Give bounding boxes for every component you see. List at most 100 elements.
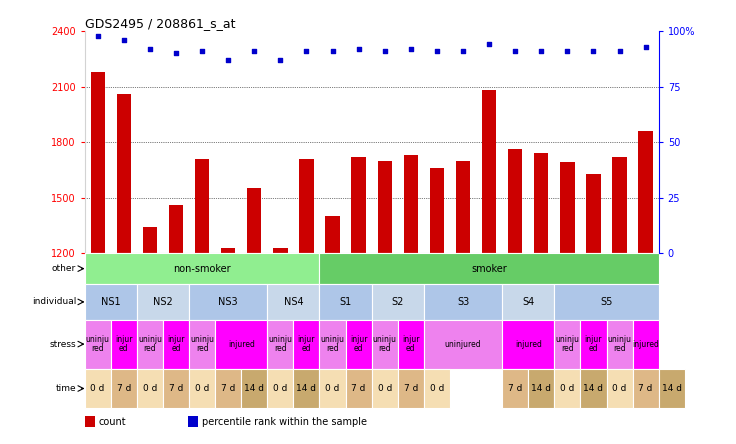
Bar (110, 369, 137, 408)
Bar (502, 284, 554, 320)
Point (484, 41, 495, 48)
Bar (91, 72, 105, 444)
Text: uninju
red: uninju red (190, 335, 214, 353)
Text: 0 d: 0 d (91, 384, 105, 393)
Text: stress: stress (49, 340, 76, 349)
Point (379, 48, 391, 55)
Text: other: other (52, 264, 76, 273)
Point (587, 48, 599, 55)
Bar (137, 369, 163, 408)
Bar (85, 369, 110, 408)
Bar (587, 174, 601, 444)
Text: 7 d: 7 d (352, 384, 366, 393)
Bar (189, 284, 267, 320)
Point (457, 48, 469, 55)
Bar (319, 369, 346, 408)
Point (248, 48, 260, 55)
Text: injur
ed: injur ed (167, 335, 185, 353)
Text: injur
ed: injur ed (350, 335, 367, 353)
Point (535, 48, 547, 55)
Text: 14 d: 14 d (662, 384, 682, 393)
Text: injur
ed: injur ed (402, 335, 420, 353)
Text: 7 d: 7 d (169, 384, 183, 393)
Text: count: count (99, 416, 127, 427)
Point (405, 45, 417, 52)
Bar (612, 157, 627, 444)
Text: uninju
red: uninju red (85, 335, 110, 353)
Text: uninju
red: uninju red (138, 335, 162, 353)
Bar (528, 369, 554, 408)
Text: smoker: smoker (471, 264, 507, 274)
Bar (189, 320, 215, 369)
Text: uninju
red: uninju red (321, 335, 344, 353)
Bar (372, 284, 424, 320)
Bar (581, 369, 606, 408)
Text: time: time (55, 384, 76, 393)
Bar (554, 320, 581, 369)
Text: uninju
red: uninju red (608, 335, 631, 353)
Text: S3: S3 (457, 297, 469, 307)
Bar (169, 205, 183, 444)
Text: 14 d: 14 d (584, 384, 604, 393)
Bar (659, 369, 684, 408)
Text: 7 d: 7 d (639, 384, 653, 393)
Bar (502, 369, 528, 408)
Text: 7 d: 7 d (508, 384, 523, 393)
Bar (633, 369, 659, 408)
Text: NS3: NS3 (219, 297, 238, 307)
Text: injured: injured (514, 340, 542, 349)
Bar (85, 416, 95, 427)
Bar (372, 369, 397, 408)
Text: S2: S2 (392, 297, 404, 307)
Text: injured: injured (227, 340, 255, 349)
Point (327, 48, 339, 55)
Bar (606, 320, 633, 369)
Bar (508, 150, 523, 444)
Text: uninju
red: uninju red (269, 335, 292, 353)
Text: S4: S4 (522, 297, 534, 307)
Bar (116, 94, 131, 444)
Text: uninjured: uninjured (445, 340, 481, 349)
Text: NS4: NS4 (283, 297, 303, 307)
Text: 14 d: 14 d (297, 384, 316, 393)
Bar (346, 369, 372, 408)
Text: 7 d: 7 d (221, 384, 236, 393)
Point (614, 48, 626, 55)
Text: uninju
red: uninju red (372, 335, 397, 353)
Point (144, 45, 156, 52)
Bar (581, 320, 606, 369)
Text: GDS2495 / 208861_s_at: GDS2495 / 208861_s_at (85, 17, 235, 30)
Point (170, 50, 182, 57)
Text: 14 d: 14 d (531, 384, 551, 393)
Bar (294, 369, 319, 408)
Text: 0 d: 0 d (430, 384, 444, 393)
Bar (267, 320, 294, 369)
Bar (137, 284, 189, 320)
Text: S5: S5 (601, 297, 612, 307)
Bar (346, 320, 372, 369)
Text: NS1: NS1 (101, 297, 121, 307)
Bar (633, 320, 659, 369)
Point (222, 56, 234, 63)
Point (92, 32, 104, 39)
Bar (110, 320, 137, 369)
Bar (267, 284, 319, 320)
Bar (247, 188, 261, 444)
Text: injur
ed: injur ed (297, 335, 315, 353)
Bar (273, 248, 288, 444)
Bar (221, 248, 236, 444)
Text: 0 d: 0 d (612, 384, 627, 393)
Text: injured: injured (632, 340, 659, 349)
Bar (397, 369, 424, 408)
Bar (403, 155, 418, 444)
Bar (352, 157, 366, 444)
Bar (294, 320, 319, 369)
Bar (215, 369, 241, 408)
Text: 0 d: 0 d (560, 384, 575, 393)
Text: 0 d: 0 d (273, 384, 288, 393)
Bar (424, 320, 502, 369)
Bar (267, 369, 294, 408)
Bar (143, 227, 157, 444)
Point (353, 45, 364, 52)
Bar (560, 163, 575, 444)
